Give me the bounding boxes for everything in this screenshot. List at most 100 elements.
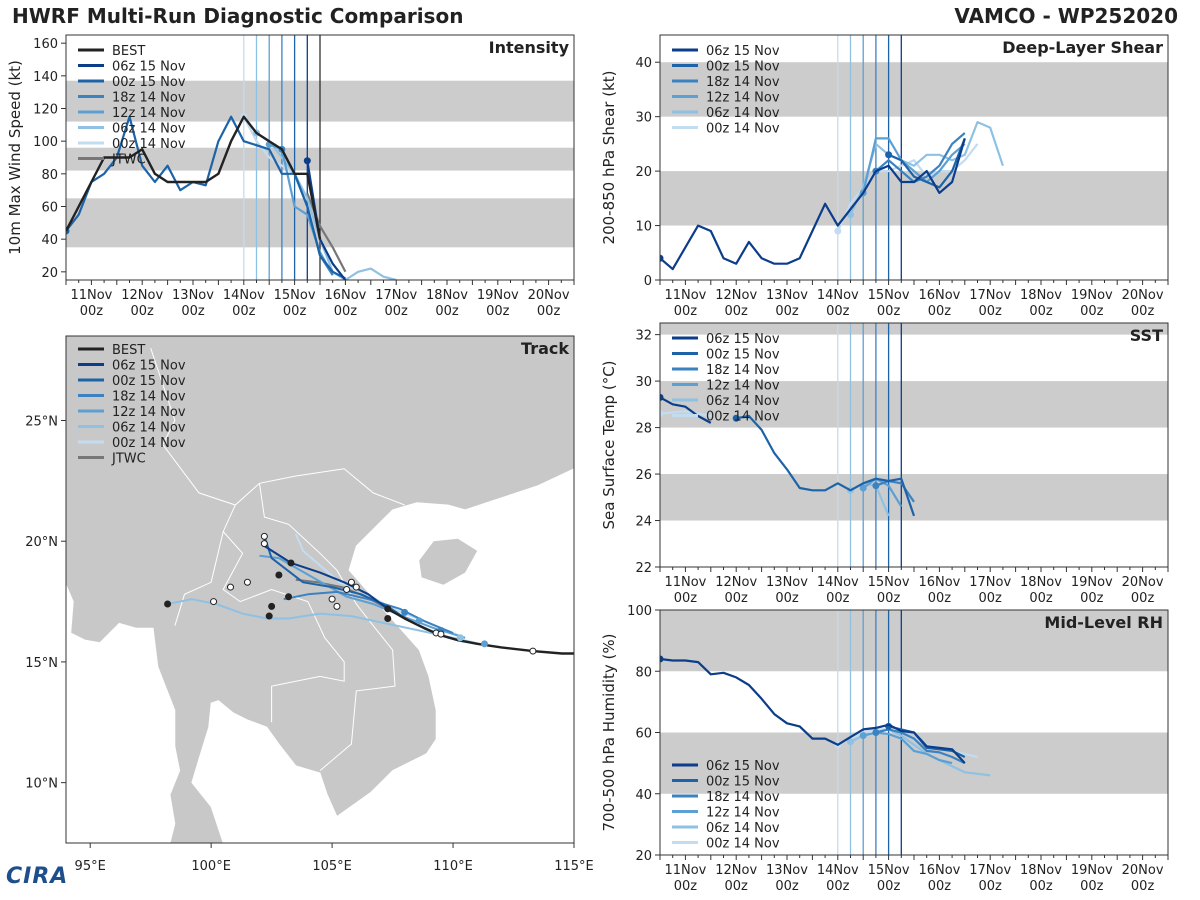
x-tick-label-day: 18Nov xyxy=(1020,575,1062,590)
y-tick-label: 40 xyxy=(41,233,58,248)
series-line-06z-15-nov xyxy=(660,138,966,271)
series-line-06z-15-nov xyxy=(306,160,347,280)
legend-label: 00z 15 Nov xyxy=(706,348,780,363)
x-tick-label-day: 12Nov xyxy=(715,288,757,303)
x-tick-label-hour: 00z xyxy=(928,304,952,319)
x-tick-label-day: 14Nov xyxy=(223,288,265,303)
x-tick-label-day: 19Nov xyxy=(1071,288,1113,303)
legend-label: 06z 14 Nov xyxy=(706,106,780,121)
panel-intensity: 2040608010012014016011Nov00z12Nov00z13No… xyxy=(6,34,575,319)
x-tick-label-day: 17Nov xyxy=(375,288,417,303)
x-tick-label-day: 17Nov xyxy=(969,863,1011,878)
y-tick-label: 60 xyxy=(41,201,58,216)
x-tick-label-hour: 00z xyxy=(725,591,749,606)
country-border xyxy=(259,483,396,771)
x-tick-label-hour: 00z xyxy=(877,591,901,606)
series-line-best xyxy=(66,115,322,240)
x-tick-label-day: 15Nov xyxy=(274,288,316,303)
series-line-00z-15-nov xyxy=(888,138,966,189)
legend-label: 00z 15 Nov xyxy=(112,374,186,389)
x-tick-label-hour: 00z xyxy=(674,591,698,606)
legend-label: 12z 14 Nov xyxy=(706,806,780,821)
panel-sst: 22242628303211Nov00z12Nov00z13Nov00z14No… xyxy=(600,322,1169,606)
series-line-06z-15-nov xyxy=(660,657,966,764)
x-tick-label-hour: 00z xyxy=(979,591,1003,606)
legend-label: 18z 14 Nov xyxy=(112,91,186,106)
x-tick-label-day: 11Nov xyxy=(664,575,706,590)
lat-tick-label: 25°N xyxy=(25,415,58,430)
legend-label: 00z 15 Nov xyxy=(112,75,186,90)
x-tick-label-day: 17Nov xyxy=(969,575,1011,590)
series-line-18z-14-nov xyxy=(875,479,915,503)
shaded-band xyxy=(660,732,1168,794)
series-marker-18z-14-nov xyxy=(872,482,880,490)
series-marker-06z-15-nov xyxy=(660,254,664,262)
x-tick-label-day: 14Nov xyxy=(817,575,859,590)
panel-mid-level-rh: 2040608010011Nov00z12Nov00z13Nov00z14Nov… xyxy=(600,604,1169,894)
x-tick-label-hour: 00z xyxy=(334,304,358,319)
legend-label: 00z 14 Nov xyxy=(706,837,780,852)
x-tick-label-hour: 00z xyxy=(877,879,901,894)
legend-label: 06z 14 Nov xyxy=(706,821,780,836)
x-tick-label-hour: 00z xyxy=(283,304,307,319)
lat-tick-label: 15°N xyxy=(25,656,58,671)
series-marker-06z-15-nov xyxy=(660,393,664,401)
legend-label: 18z 14 Nov xyxy=(706,363,780,378)
legend-label: 12z 14 Nov xyxy=(706,91,780,106)
panel-track: 95°E 100°E 105°E 110°E 115°E 10°N 15°N 20°N 25°N… xyxy=(25,335,594,874)
x-tick-label-day: 16Nov xyxy=(918,863,960,878)
series-line-00z-15-nov xyxy=(66,115,346,280)
y-tick-label: 22 xyxy=(635,561,652,576)
track-marker-white xyxy=(347,578,355,586)
panel-title: Mid-Level RH xyxy=(1044,613,1163,632)
y-tick-label: 28 xyxy=(635,422,652,437)
track-marker-black xyxy=(285,593,293,601)
track-marker-black xyxy=(164,600,172,608)
lon-tick-label: 95°E xyxy=(75,859,106,874)
legend-label: 06z 15 Nov xyxy=(112,359,186,374)
track-marker-white xyxy=(352,583,360,591)
series-marker-00z-14-nov xyxy=(834,227,842,235)
x-tick-label-hour: 00z xyxy=(775,591,799,606)
y-tick-label: 40 xyxy=(635,788,652,803)
x-tick-label-day: 20Nov xyxy=(528,288,570,303)
x-tick-label-day: 11Nov xyxy=(70,288,112,303)
legend-label: 06z 15 Nov xyxy=(112,60,186,75)
chart-title: HWRF Multi-Run Diagnostic Comparison xyxy=(12,4,464,28)
x-tick-label-hour: 00z xyxy=(537,304,561,319)
track-marker xyxy=(415,617,423,625)
legend-label: 12z 14 Nov xyxy=(706,379,780,394)
legend-label: JTWC xyxy=(111,153,146,168)
legend-label: 06z 14 Nov xyxy=(112,421,186,436)
shaded-band xyxy=(660,381,1168,428)
x-tick-label-day: 13Nov xyxy=(766,575,808,590)
y-tick-label: 140 xyxy=(33,70,58,85)
track-marker-black xyxy=(287,559,295,567)
lon-tick-label: 115°E xyxy=(554,859,594,874)
y-tick-label: 120 xyxy=(33,103,58,118)
series-marker-06z-15-nov xyxy=(660,655,664,663)
x-tick-label-day: 11Nov xyxy=(664,288,706,303)
x-tick-label-day: 20Nov xyxy=(1122,863,1164,878)
country-border xyxy=(222,504,345,723)
track-marker-white xyxy=(260,532,268,540)
y-tick-label: 160 xyxy=(33,37,58,52)
y-tick-label: 20 xyxy=(635,849,652,864)
series-line-06z-15-nov xyxy=(660,396,712,424)
track-marker-white xyxy=(226,583,234,591)
x-tick-label-day: 13Nov xyxy=(172,288,214,303)
series-line-00z-14-nov xyxy=(660,410,712,418)
y-tick-label: 0 xyxy=(644,274,652,289)
x-tick-label-hour: 00z xyxy=(1131,879,1155,894)
x-tick-label-day: 19Nov xyxy=(477,288,519,303)
x-tick-label-hour: 00z xyxy=(826,879,850,894)
series-line-00z-15-nov xyxy=(736,414,916,517)
x-tick-label-day: 12Nov xyxy=(715,863,757,878)
lon-tick-label: 105°E xyxy=(312,859,352,874)
x-tick-label-day: 18Nov xyxy=(1020,863,1062,878)
shaded-band xyxy=(660,323,1168,335)
series-line-18z-14-nov xyxy=(875,728,966,765)
